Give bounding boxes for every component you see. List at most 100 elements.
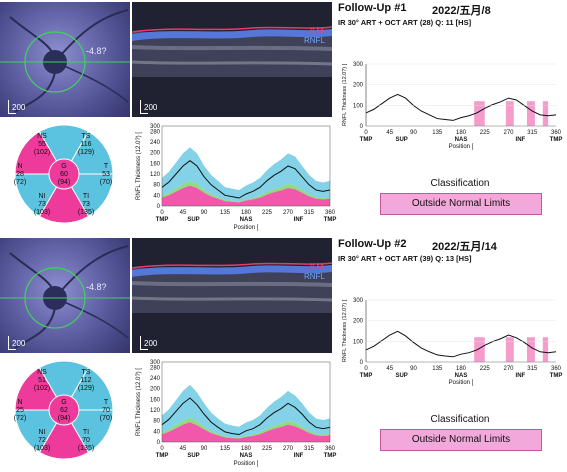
x-region-label: TMP bbox=[360, 137, 373, 143]
x-tick-label: 360 bbox=[551, 130, 562, 136]
sector-ti-name: TI bbox=[83, 429, 89, 436]
fundus-angle: -4.8? bbox=[86, 282, 107, 292]
sector-ti bbox=[38, 409, 90, 460]
followup-title: Follow-Up #1 bbox=[338, 2, 407, 14]
sector-ni-name: NI bbox=[39, 193, 46, 200]
x-tick-label: 225 bbox=[262, 446, 273, 452]
x-region-label: SUP bbox=[187, 453, 199, 459]
y-tick-label: 40 bbox=[153, 193, 160, 199]
sector-ts-ref: (129) bbox=[78, 149, 94, 156]
x-axis-label: Position [ bbox=[234, 461, 259, 467]
sector-n-ref: (72) bbox=[14, 179, 26, 186]
normal-band bbox=[162, 147, 330, 202]
x-tick-label: 315 bbox=[304, 446, 315, 452]
sector-ti-ref: (135) bbox=[78, 445, 94, 452]
x-tick-label: 180 bbox=[241, 210, 252, 216]
normal-band bbox=[162, 384, 330, 438]
y-tick-label: 80 bbox=[153, 183, 160, 189]
rnfl-line bbox=[161, 160, 331, 199]
sector-ti-ref: (135) bbox=[78, 209, 94, 216]
x-tick-label: 360 bbox=[551, 366, 562, 372]
x-tick-label: 45 bbox=[180, 210, 187, 216]
y-axis-label: RNFL Thickness (12.0?) [ bbox=[136, 132, 142, 200]
x-tick-label: 270 bbox=[283, 210, 294, 216]
x-tick-label: 0 bbox=[364, 130, 368, 136]
rnfl-label: RNFL bbox=[304, 36, 325, 45]
x-region-label: SUP bbox=[395, 137, 407, 143]
outside-segment bbox=[505, 101, 514, 126]
sector-g bbox=[48, 158, 80, 190]
x-tick-label: 135 bbox=[220, 210, 231, 216]
sector-n-name: N bbox=[17, 163, 22, 170]
y-axis-label: RNFL Thickness (12.0?) [ bbox=[342, 63, 348, 126]
x-tick-label: 315 bbox=[527, 366, 538, 372]
y-tick-label: 200 bbox=[353, 83, 364, 89]
y-tick-label: 120 bbox=[150, 408, 161, 414]
x-tick-label: 360 bbox=[325, 446, 336, 452]
x-tick-label: 0 bbox=[160, 210, 164, 216]
y-tick-label: 40 bbox=[153, 429, 160, 435]
y-tick-label: 200 bbox=[353, 319, 364, 325]
sector-ns-name: NS bbox=[37, 369, 47, 376]
sector-ni-value: 72 bbox=[38, 437, 46, 444]
x-tick-label: 0 bbox=[364, 366, 368, 372]
y-tick-label: 0 bbox=[157, 204, 161, 210]
x-tick-label: 45 bbox=[180, 446, 187, 452]
sector-t-lower bbox=[63, 409, 114, 454]
followup-section-2: 200 -4.8? 200 ILM RNFL Follow-Up #2 2022… bbox=[0, 236, 567, 472]
outside-segment bbox=[474, 337, 485, 362]
outside-band bbox=[162, 185, 330, 206]
sector-ni-name: NI bbox=[39, 429, 46, 436]
classification-label: Classification bbox=[430, 414, 490, 425]
fundus-image: 200 -4.8? bbox=[0, 2, 130, 117]
sector-n-value: 28 bbox=[16, 171, 24, 178]
sector-ni-value: 73 bbox=[38, 201, 46, 208]
sector-ns bbox=[14, 366, 65, 411]
y-tick-label: 0 bbox=[360, 360, 364, 366]
sector-t-ref: (70) bbox=[100, 179, 112, 186]
x-tick-label: 315 bbox=[304, 210, 315, 216]
y-tick-label: 100 bbox=[353, 339, 364, 345]
x-tick-label: 180 bbox=[241, 446, 252, 452]
sector-ns-ref: (102) bbox=[34, 149, 50, 156]
sector-t-lower bbox=[63, 173, 114, 218]
scan-info: IR 30° ART + OCT ART (28) Q: 11 [HS] bbox=[338, 18, 472, 27]
rnfl-label: RNFL bbox=[304, 272, 325, 281]
x-tick-label: 225 bbox=[480, 366, 491, 372]
x-tick-label: 180 bbox=[456, 366, 467, 372]
sector-ts bbox=[38, 124, 90, 175]
sector-ti-value: 73 bbox=[82, 201, 90, 208]
sector-n-ref: (72) bbox=[14, 415, 26, 422]
outside-band bbox=[162, 422, 330, 442]
scan-info: IR 30° ART + OCT ART (39) Q: 13 [HS] bbox=[338, 254, 472, 263]
y-axis-label: RNFL Thickness (12.0?) [ bbox=[342, 299, 348, 362]
sector-g-ref: (94) bbox=[58, 179, 70, 186]
sector-t bbox=[63, 366, 114, 411]
y-tick-label: 80 bbox=[153, 419, 160, 425]
y-tick-label: 240 bbox=[150, 376, 161, 382]
sector-n-value: 25 bbox=[16, 407, 24, 414]
sector-ns-value: 55 bbox=[38, 141, 46, 148]
sector-t-ref: (70) bbox=[100, 415, 112, 422]
sector-map: NS 55 (102) TS 116 (129) N 28 (72) G 60 … bbox=[14, 124, 114, 224]
x-region-label: INF bbox=[294, 217, 304, 223]
followup-date: 2022/五月/8 bbox=[432, 5, 491, 17]
x-region-label: INF bbox=[516, 137, 526, 143]
x-region-label: NAS bbox=[240, 217, 253, 223]
x-tick-label: 90 bbox=[201, 210, 208, 216]
ilm-label: ILM bbox=[310, 26, 324, 35]
x-tick-label: 90 bbox=[410, 130, 417, 136]
y-tick-label: 300 bbox=[150, 360, 161, 366]
rnfl-line bbox=[365, 330, 557, 358]
y-tick-label: 280 bbox=[150, 365, 161, 371]
followup-section-1: 200 -4.8? 200 ILM RNFL Follow-Up #1 2022… bbox=[0, 2, 562, 231]
sector-ni-ref: (103) bbox=[34, 445, 50, 452]
followup-title: Follow-Up #2 bbox=[338, 238, 407, 250]
scale-label: 200 bbox=[12, 339, 26, 348]
sector-g-name: G bbox=[61, 163, 66, 170]
rnfl-line bbox=[161, 397, 331, 436]
x-tick-label: 270 bbox=[283, 446, 294, 452]
sector-t bbox=[63, 130, 114, 175]
